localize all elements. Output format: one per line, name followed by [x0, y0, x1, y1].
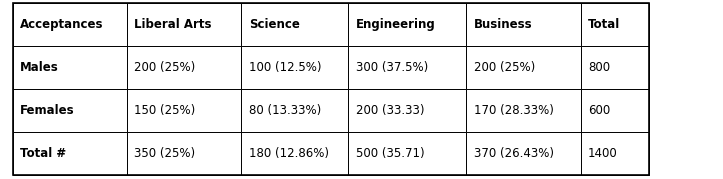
Text: 200 (33.33): 200 (33.33) — [356, 104, 424, 117]
Text: 370 (26.43%): 370 (26.43%) — [474, 147, 554, 160]
Bar — [581, 3, 649, 46]
Text: Total: Total — [588, 18, 620, 31]
Bar — [13, 46, 127, 89]
Text: Science: Science — [249, 18, 299, 31]
Text: 170 (28.33%): 170 (28.33%) — [474, 104, 553, 117]
Text: 350 (25%): 350 (25%) — [134, 147, 196, 160]
Bar — [581, 89, 649, 132]
Bar — [241, 132, 348, 175]
Bar — [581, 132, 649, 175]
Text: Total #: Total # — [20, 147, 67, 160]
Text: 200 (25%): 200 (25%) — [134, 61, 196, 74]
Text: 80 (13.33%): 80 (13.33%) — [249, 104, 321, 117]
Bar — [466, 3, 581, 46]
Bar — [13, 89, 127, 132]
Text: 1400: 1400 — [588, 147, 617, 160]
Text: 150 (25%): 150 (25%) — [134, 104, 196, 117]
Text: Liberal Arts: Liberal Arts — [134, 18, 212, 31]
Text: Acceptances: Acceptances — [20, 18, 103, 31]
Text: Engineering: Engineering — [356, 18, 435, 31]
Bar — [127, 89, 241, 132]
Bar — [348, 46, 466, 89]
Text: 300 (37.5%): 300 (37.5%) — [356, 61, 428, 74]
Text: 100 (12.5%): 100 (12.5%) — [249, 61, 321, 74]
Text: 800: 800 — [588, 61, 610, 74]
Text: 200 (25%): 200 (25%) — [474, 61, 535, 74]
Bar — [127, 132, 241, 175]
Bar — [348, 132, 466, 175]
Bar — [466, 89, 581, 132]
Bar — [127, 46, 241, 89]
Text: 600: 600 — [588, 104, 610, 117]
Text: 180 (12.86%): 180 (12.86%) — [249, 147, 329, 160]
Bar — [241, 3, 348, 46]
Bar — [13, 3, 649, 175]
Text: Males: Males — [20, 61, 59, 74]
Text: Females: Females — [20, 104, 75, 117]
Bar — [241, 46, 348, 89]
Bar — [466, 132, 581, 175]
Bar — [13, 132, 127, 175]
Bar — [466, 46, 581, 89]
Bar — [348, 3, 466, 46]
Bar — [127, 3, 241, 46]
Bar — [348, 89, 466, 132]
Bar — [13, 3, 127, 46]
Bar — [581, 46, 649, 89]
Text: Business: Business — [474, 18, 532, 31]
Bar — [241, 89, 348, 132]
Text: 500 (35.71): 500 (35.71) — [356, 147, 424, 160]
